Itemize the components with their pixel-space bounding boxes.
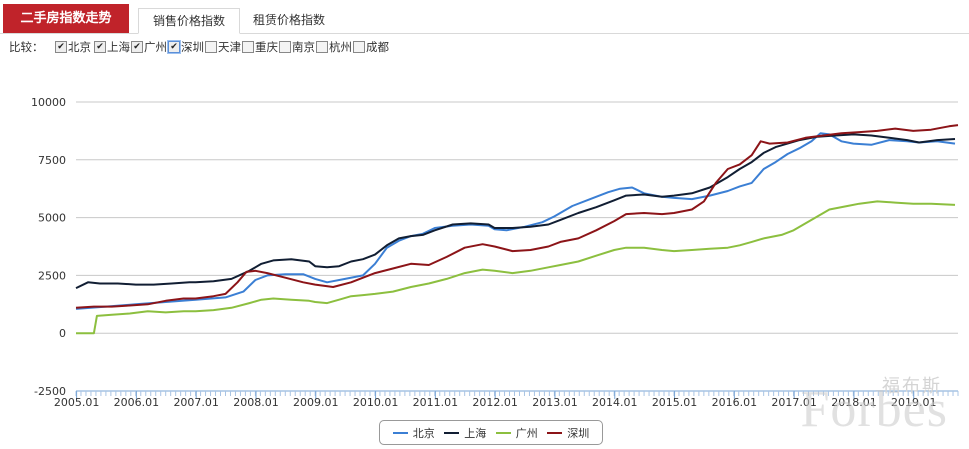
city-checkbox-nanjing[interactable]: 南京 — [279, 40, 315, 54]
watermark-top-text: 福布斯 — [882, 376, 942, 397]
panel-title: 二手房指数走势 — [3, 4, 129, 33]
city-checkbox-hangzhou[interactable]: 杭州 — [316, 40, 352, 54]
legend-item-guangzhou[interactable]: 广州 — [495, 425, 538, 441]
checkbox-icon[interactable]: ✔ — [131, 41, 143, 53]
city-name: 南京 — [292, 40, 315, 54]
y-tick-label: 2500 — [38, 269, 66, 282]
x-tick-label: 2012.01 — [472, 396, 518, 409]
legend-item-shenzhen[interactable]: 深圳 — [547, 425, 589, 441]
y-tick-label: 5000 — [38, 212, 66, 225]
chart-legend: 北京 上海 广州 深圳 — [379, 420, 603, 445]
compare-label: 比较： — [9, 40, 44, 54]
x-tick-label: 2014.01 — [592, 396, 638, 409]
city-name: 重庆 — [255, 40, 278, 54]
checkbox-icon[interactable] — [316, 41, 328, 53]
series-line-深圳 — [75, 124, 959, 309]
x-tick-label: 2006.01 — [114, 396, 160, 409]
city-name: 杭州 — [329, 40, 352, 54]
legend-swatch — [444, 431, 460, 434]
checkbox-icon[interactable]: ✔ — [168, 41, 180, 53]
header-bar: 二手房指数走势 销售价格指数 租赁价格指数 — [0, 0, 969, 34]
city-name: 北京 — [68, 40, 91, 54]
legend-label: 北京 — [412, 426, 435, 440]
y-tick-label: 7500 — [38, 154, 66, 167]
tab-sale-index[interactable]: 销售价格指数 — [138, 8, 240, 34]
x-tick-label: 2011.01 — [413, 396, 459, 409]
x-tick-label: 2007.01 — [173, 396, 219, 409]
tab-rent-index[interactable]: 租赁价格指数 — [252, 13, 325, 27]
legend-item-beijing[interactable]: 北京 — [392, 425, 435, 441]
city-checkbox-shanghai[interactable]: ✔ 上海 — [94, 40, 130, 54]
y-tick-label: 0 — [59, 327, 66, 340]
x-tick-label: 2008.01 — [233, 396, 279, 409]
city-checkbox-chongqing[interactable]: 重庆 — [242, 40, 278, 54]
legend-label: 上海 — [464, 426, 487, 440]
checkbox-icon[interactable] — [242, 41, 254, 53]
x-tick-label: 2009.01 — [293, 396, 339, 409]
legend-swatch — [495, 431, 511, 434]
series-line-北京 — [75, 132, 956, 310]
city-name: 深圳 — [181, 40, 204, 54]
x-tick-label: 2013.01 — [532, 396, 578, 409]
x-tick-label: 2016.01 — [712, 396, 758, 409]
legend-label: 广州 — [515, 426, 538, 440]
x-tick-label: 2015.01 — [652, 396, 698, 409]
city-name: 广州 — [144, 40, 167, 54]
y-tick-label: -2500 — [34, 385, 66, 398]
checkbox-icon[interactable] — [279, 41, 291, 53]
legend-swatch — [392, 431, 408, 434]
series-line-广州 — [76, 200, 956, 335]
series-line-上海 — [75, 133, 956, 290]
y-tick-label: 10000 — [31, 96, 66, 109]
checkbox-icon[interactable] — [353, 41, 365, 53]
legend-item-shanghai[interactable]: 上海 — [444, 425, 486, 441]
forbes-watermark: 福布斯 Forbes — [760, 368, 960, 438]
watermark-main-text: Forbes — [800, 381, 948, 438]
city-checkbox-shenzhen[interactable]: ✔ 深圳 — [168, 40, 204, 54]
city-checkbox-tianjin[interactable]: 天津 — [205, 40, 241, 54]
x-tick-label: 2010.01 — [353, 396, 399, 409]
city-name: 上海 — [107, 40, 130, 54]
city-checkbox-guangzhou[interactable]: ✔ 广州 — [131, 40, 167, 54]
legend-swatch — [547, 431, 563, 434]
city-checkbox-beijing[interactable]: ✔ 北京 — [55, 40, 91, 54]
city-checkbox-chengdu[interactable]: 成都 — [353, 40, 389, 54]
checkbox-icon[interactable] — [205, 41, 217, 53]
checkbox-icon[interactable]: ✔ — [94, 41, 106, 53]
compare-bar: 比较： ✔ 北京 ✔ 上海 ✔ 广州 ✔ 深圳 天津 重庆 南京 杭州 成都 — [0, 34, 969, 58]
city-name: 天津 — [218, 40, 241, 54]
legend-label: 深圳 — [567, 426, 590, 440]
checkbox-icon[interactable]: ✔ — [55, 41, 67, 53]
city-name: 成都 — [366, 40, 389, 54]
x-tick-label: 2005.01 — [54, 396, 100, 409]
